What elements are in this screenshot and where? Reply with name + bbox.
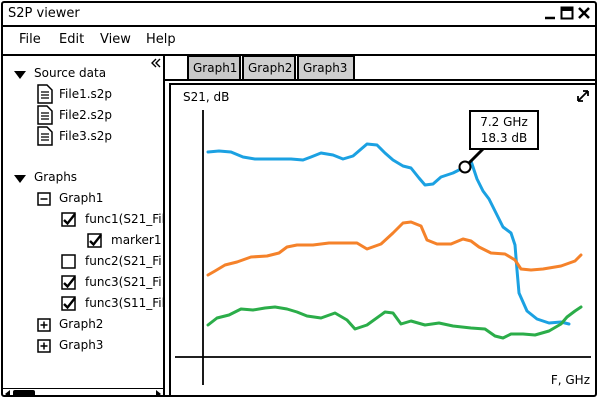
sidebar-tree: Source data File1.s2p File2.s2p File3.s2… [3,56,165,397]
tree-func1[interactable]: func1(S21_Fil [85,212,163,226]
x-axis-label: F, GHz [550,373,590,387]
checkbox-unchecked-icon[interactable] [61,254,77,270]
expand-box-icon[interactable] [37,318,51,332]
marker1-point[interactable] [458,160,472,174]
tree-graph-2[interactable]: Graph2 [59,317,104,331]
file-icon [37,105,53,125]
menu-edit[interactable]: Edit [59,32,85,47]
maximize-button[interactable] [560,6,574,20]
tree-graph-1[interactable]: Graph1 [59,191,104,205]
menu-help[interactable]: Help [146,32,176,47]
tab-divider [165,79,595,81]
file-icon [37,84,53,104]
tree-func3-s11[interactable]: func3(S11_Fil [85,296,163,310]
minimize-button[interactable] [543,6,557,20]
minimize-icon [545,16,555,20]
menu-bar: File Edit View Help [3,27,595,56]
tooltip-frequency: 7.2 GHz [480,115,528,129]
checkbox-checked-icon[interactable] [61,275,77,291]
expand-box-icon[interactable] [37,339,51,353]
expand-arrow-icon[interactable] [13,174,27,184]
tab-graph3[interactable]: Graph3 [297,55,355,79]
y-axis-label: S21, dB [183,90,230,104]
horizontal-scrollbar[interactable] [3,388,163,397]
tree-file-2[interactable]: File2.s2p [59,108,113,122]
close-icon [578,7,590,19]
checkbox-checked-icon[interactable] [61,296,77,312]
tree-marker1[interactable]: marker1 [111,233,162,247]
scrollbar-thumb[interactable] [13,390,35,395]
tree-file-1[interactable]: File1.s2p [59,87,113,101]
trace-blue [206,142,571,326]
title-bar: S2P viewer [3,3,595,27]
close-button[interactable] [577,6,591,20]
tree-func3-s21[interactable]: func3(S21_Fi [85,275,162,289]
maximize-icon [560,6,574,20]
window-controls [543,6,591,20]
checkbox-checked-icon[interactable] [61,212,77,228]
menu-file[interactable]: File [19,32,41,47]
marker-tooltip: 7.2 GHz 18.3 dB [469,110,539,150]
collapse-box-icon[interactable] [37,192,51,206]
expand-arrow-icon[interactable] [13,70,27,80]
tab-graph1[interactable]: Graph1 [187,55,241,79]
collapse-panel-icon[interactable] [151,58,161,68]
window-title: S2P viewer [8,6,80,21]
tab-graph2[interactable]: Graph2 [242,55,296,79]
scroll-right-icon[interactable] [154,390,162,397]
file-icon [37,126,53,146]
tree-graphs[interactable]: Graphs [34,170,78,184]
tree-viewport: Source data File1.s2p File2.s2p File3.s2… [3,56,163,386]
expand-icon[interactable] [576,89,590,103]
tree-graph-3[interactable]: Graph3 [59,338,104,352]
trace-green [206,305,583,340]
trace-orange [206,220,583,277]
scroll-left-icon[interactable] [4,390,12,397]
tree-source-data[interactable]: Source data [34,66,107,80]
checkbox-checked-icon[interactable] [87,233,103,249]
tooltip-value: 18.3 dB [480,131,528,145]
tree-file-3[interactable]: File3.s2p [59,129,113,143]
menu-view[interactable]: View [100,32,131,47]
tree-func2[interactable]: func2(S21_Fi [85,254,162,268]
graph-panel: S21, dB F, GHz [169,83,595,397]
plot-area[interactable] [171,85,595,397]
